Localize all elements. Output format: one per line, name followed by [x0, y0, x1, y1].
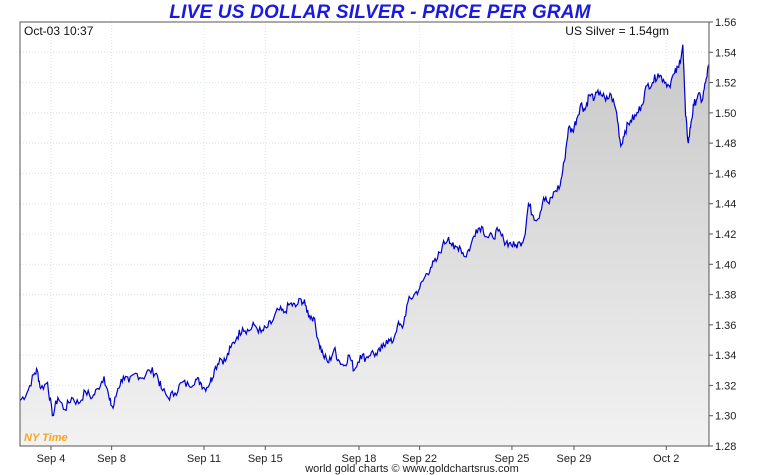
footer-credit: world gold charts © www.goldchartsrus.co… [304, 463, 519, 475]
y-tick-label: 1.28 [715, 441, 736, 453]
y-tick-label: 1.48 [715, 138, 736, 150]
current-price-label: US Silver = 1.54gm [565, 24, 669, 38]
chart-title: LIVE US DOLLAR SILVER - PRICE PER GRAM [169, 2, 591, 23]
y-tick-label: 1.40 [715, 259, 736, 271]
x-tick-label: Sep 11 [187, 453, 221, 465]
y-tick-label: 1.54 [715, 47, 736, 59]
x-tick-label: Sep 18 [342, 453, 377, 465]
y-tick-label: 1.38 [715, 290, 736, 302]
timezone-label: NY Time [24, 432, 68, 444]
y-tick-label: 1.56 [715, 17, 736, 29]
x-tick-label: Sep 29 [557, 453, 592, 465]
y-tick-label: 1.30 [715, 411, 736, 423]
x-axis: Sep 4 Sep 8 Sep 11 Sep 15 Sep 18 Sep 22 Sep 25… [37, 446, 679, 465]
price-area-fill [20, 44, 709, 447]
x-tick-label: Sep 4 [37, 453, 66, 465]
y-tick-label: 1.36 [715, 320, 736, 332]
x-tick-label: Sep 25 [495, 453, 530, 465]
y-axis: 1.28 1.30 1.32 1.34 1.36 1.38 1.40 1.42 1.44 1.46… [709, 17, 736, 453]
y-tick-label: 1.42 [715, 229, 736, 241]
y-tick-label: 1.50 [715, 108, 736, 120]
price-line [19, 44, 710, 417]
y-tick-label: 1.52 [715, 78, 736, 90]
y-tick-label: 1.34 [715, 350, 736, 362]
x-tick-label: Sep 8 [97, 453, 126, 465]
timestamp-label: Oct-03 10:37 [24, 24, 94, 38]
x-tick-label: Sep 15 [248, 453, 283, 465]
x-tick-label: Oct 2 [653, 453, 679, 465]
y-tick-label: 1.46 [715, 168, 736, 180]
y-tick-label: 1.32 [715, 380, 736, 392]
x-tick-label: Sep 22 [402, 453, 437, 465]
y-tick-label: 1.44 [715, 199, 736, 211]
